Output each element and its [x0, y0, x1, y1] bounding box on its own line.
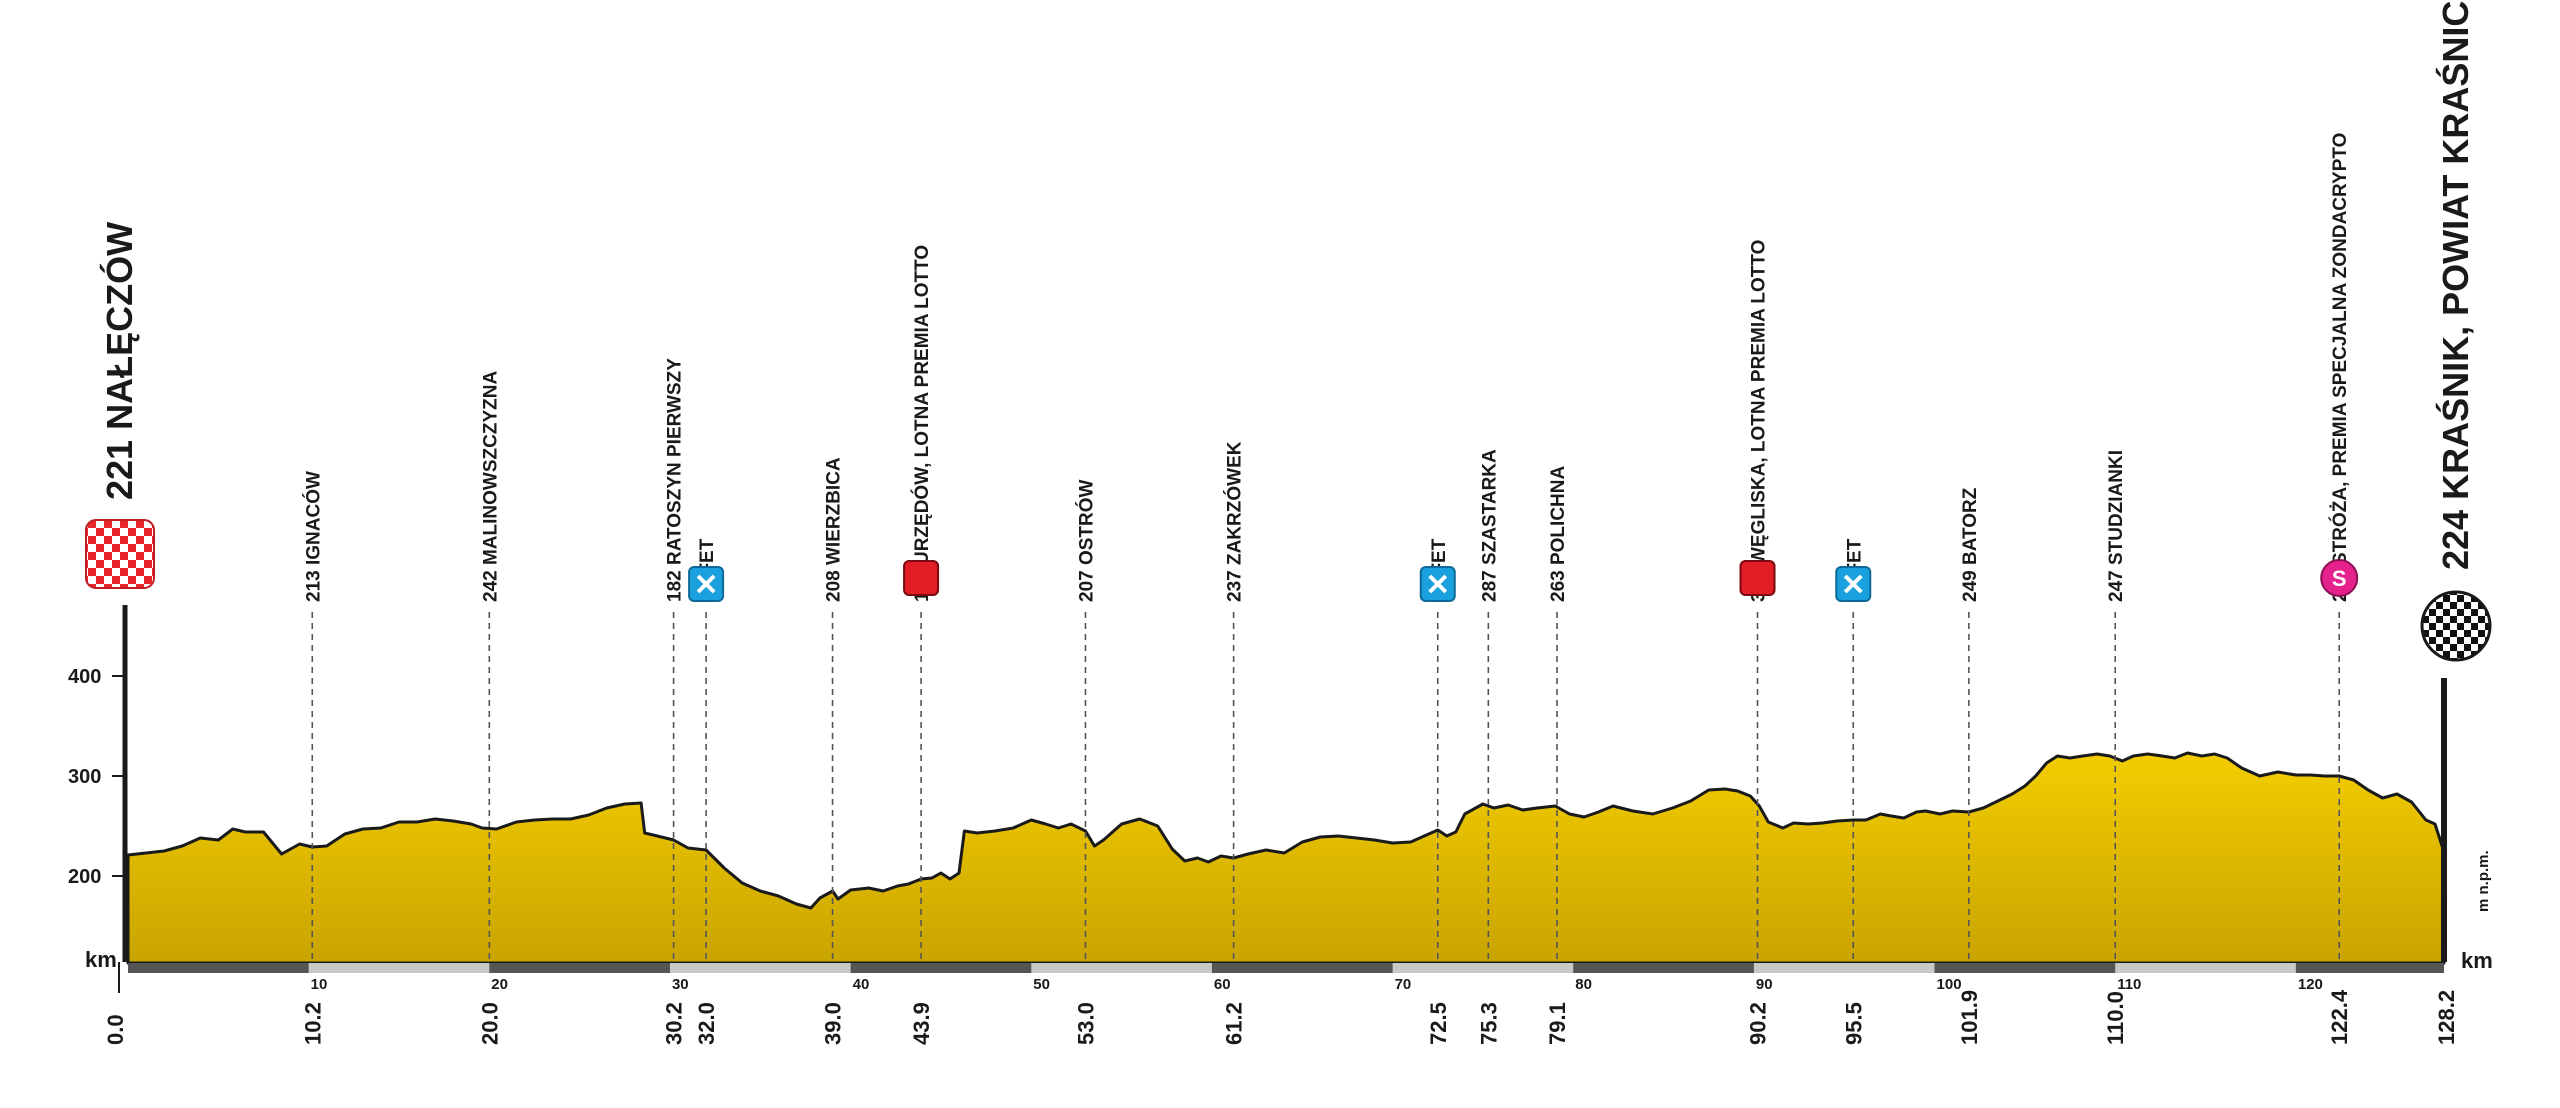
feed-zone-icon — [688, 566, 725, 602]
km-bar-segment — [1573, 963, 1754, 973]
x-tick-label: 50 — [1033, 976, 1050, 993]
route-point-label: 182 RATOSZYN PIERWSZY — [665, 358, 686, 602]
route-point-label: 249 BATORZ — [1960, 487, 1981, 602]
route-point-km-label: 90.2 — [1746, 1002, 1771, 1045]
x-tick-label: 40 — [853, 976, 870, 993]
route-point-km-label: 20.0 — [477, 1002, 502, 1045]
route-point-label: 213 IGNACÓW — [302, 471, 324, 602]
finish-town-label: 224 KRAŚNIK, POWIAT KRAŚNICKI — [2434, 0, 2476, 570]
y-tick-label: 400 — [68, 666, 101, 688]
x-tick-label: 30 — [672, 976, 689, 993]
x-axis-unit-left: km — [85, 947, 117, 972]
km-scale-bar: 10 20 30 40 50 60 70 80 90 100 110 120 0.0 128.2 — [103, 962, 2459, 1045]
x-tick-label: 70 — [1395, 976, 1412, 993]
x-tick-label: 60 — [1214, 976, 1231, 993]
route-point-km-label: 79.1 — [1545, 1002, 1570, 1045]
x-tick-label: 10 — [311, 976, 328, 993]
x-tick-label: 20 — [491, 976, 508, 993]
x-tick-label: 100 — [1937, 976, 1962, 993]
route-point-km-label: 39.0 — [821, 1002, 846, 1045]
route-point-label: 242 MALINOWSZCZYZNA — [480, 371, 501, 602]
route-point-km-label: 53.0 — [1073, 1002, 1098, 1045]
route-point-km-label: 101.9 — [1957, 990, 1982, 1045]
route-point-label: 263 POLICHNA — [1548, 466, 1569, 602]
route-point-label: 234 STRÓŻA, PREMIA SPECJALNA ZONDACRYPTO — [2329, 133, 2351, 602]
start-town-label: 221 NAŁĘCZÓW — [98, 222, 140, 500]
route-point-km-label: 10.2 — [300, 1002, 325, 1045]
route-point-label: 300 WĘGLISKA, LOTNA PREMIA LOTTO — [1749, 240, 1770, 602]
route-point-km-label: 30.2 — [662, 1002, 687, 1045]
x-tick-label: 110 — [2117, 976, 2141, 993]
route-point-km-label: 122.4 — [2327, 989, 2352, 1045]
km-bar-segment — [1934, 963, 2116, 973]
y-axis-unit-label: m n.p.m. — [2475, 850, 2492, 912]
route-point-km-label: 75.3 — [1476, 1002, 1501, 1045]
intermediate-sprint-icon — [903, 560, 940, 596]
intermediate-sprint-icon — [1739, 560, 1776, 596]
route-point-km-label: 72.5 — [1426, 1002, 1451, 1045]
route-point-km-label: 110.0 — [2103, 991, 2128, 1045]
y-tick-label: 300 — [68, 766, 101, 788]
route-point-label: 208 WIERZBICA — [824, 457, 845, 602]
route-point-km-label: 43.9 — [909, 1002, 934, 1045]
y-tick-label: 200 — [68, 866, 101, 888]
start-flag-icon — [85, 519, 155, 589]
x-tick-label: 80 — [1575, 976, 1592, 993]
y-axis: 200 300 400 — [68, 666, 124, 888]
elevation-profile-area — [126, 751, 2446, 965]
feed-zone-icon — [1835, 566, 1872, 602]
x-tick-label: 120 — [2298, 976, 2323, 993]
finish-flag-icon — [2420, 590, 2492, 662]
svg-text:S: S — [2332, 566, 2347, 591]
x-tick-label: 90 — [1756, 976, 1773, 993]
finish-km-label: 128.2 — [2434, 990, 2459, 1045]
route-point-label: 237 ZAKRZÓWEK — [1224, 441, 1246, 602]
special-premium-icon: S — [2320, 559, 2359, 597]
route-point-label: 185 URZĘDÓW, LOTNA PREMIA LOTTO — [911, 245, 933, 602]
route-point-label: 287 SZASTARKA — [1479, 449, 1500, 602]
km-bar-segment — [1211, 963, 1393, 973]
start-km-label: 0.0 — [103, 1014, 128, 1045]
km-bar-segment — [128, 963, 309, 973]
km-bar-segment — [2295, 963, 2444, 973]
route-point-km-label: 61.2 — [1222, 1002, 1247, 1045]
route-point-label: 207 OSTRÓW — [1075, 479, 1097, 602]
km-bar-segment — [489, 963, 670, 973]
route-point-km-label: 32.0 — [694, 1002, 719, 1045]
feed-zone-icon — [1419, 566, 1456, 602]
route-point-markers: 213 IGNACÓW 10.2 242 MALINOWSZCZYZNA 20.0 18… — [300, 133, 2359, 1045]
km-bar-segment — [850, 963, 1032, 973]
x-axis-unit-right: km — [2461, 948, 2493, 973]
route-point-km-label: 95.5 — [1841, 1002, 1866, 1045]
route-point-label: 247 STUDZIANKI — [2106, 450, 2127, 602]
